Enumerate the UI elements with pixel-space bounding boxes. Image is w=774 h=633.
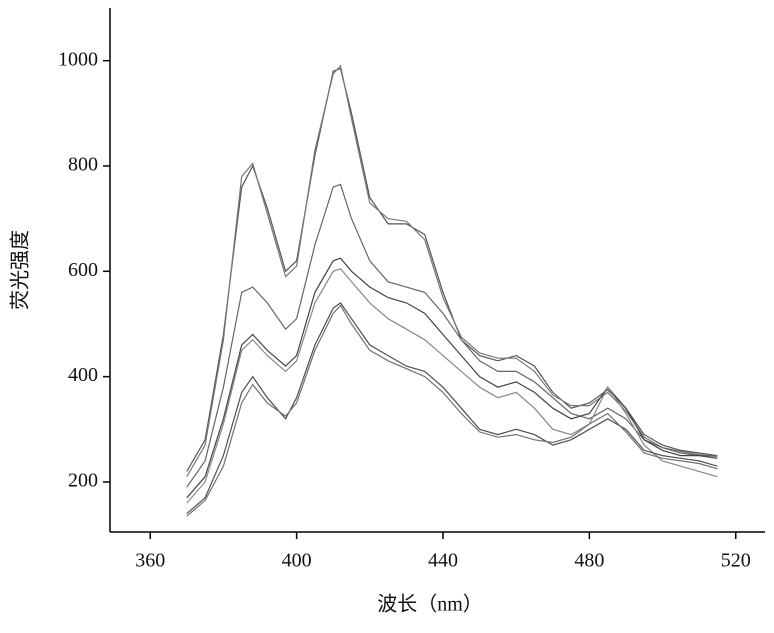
x-tick-label: 360 — [135, 550, 165, 572]
chart: 波长（nm） 荧光强度 200 400 600 800 1000 360 400 440 480… — [0, 0, 774, 628]
line-series — [187, 258, 718, 498]
line-series — [187, 269, 718, 503]
line-series — [187, 184, 718, 487]
y-axis-label: 荧光强度 — [9, 230, 32, 310]
y-tick-label: 400 — [68, 364, 98, 386]
x-axis-label: 波长（nm） — [377, 593, 483, 616]
line-series — [187, 306, 718, 517]
x-tick-label: 520 — [721, 550, 751, 572]
x-tick-label: 400 — [282, 550, 312, 572]
line-series — [187, 303, 718, 514]
y-tick-label: 800 — [68, 154, 98, 176]
x-tick-label: 440 — [428, 550, 458, 572]
y-tick-label: 200 — [68, 470, 98, 492]
line-series — [187, 69, 718, 472]
line-series — [187, 66, 718, 477]
y-tick-label: 600 — [68, 259, 98, 281]
y-tick-label: 1000 — [58, 48, 98, 70]
x-tick-label: 480 — [574, 550, 604, 572]
